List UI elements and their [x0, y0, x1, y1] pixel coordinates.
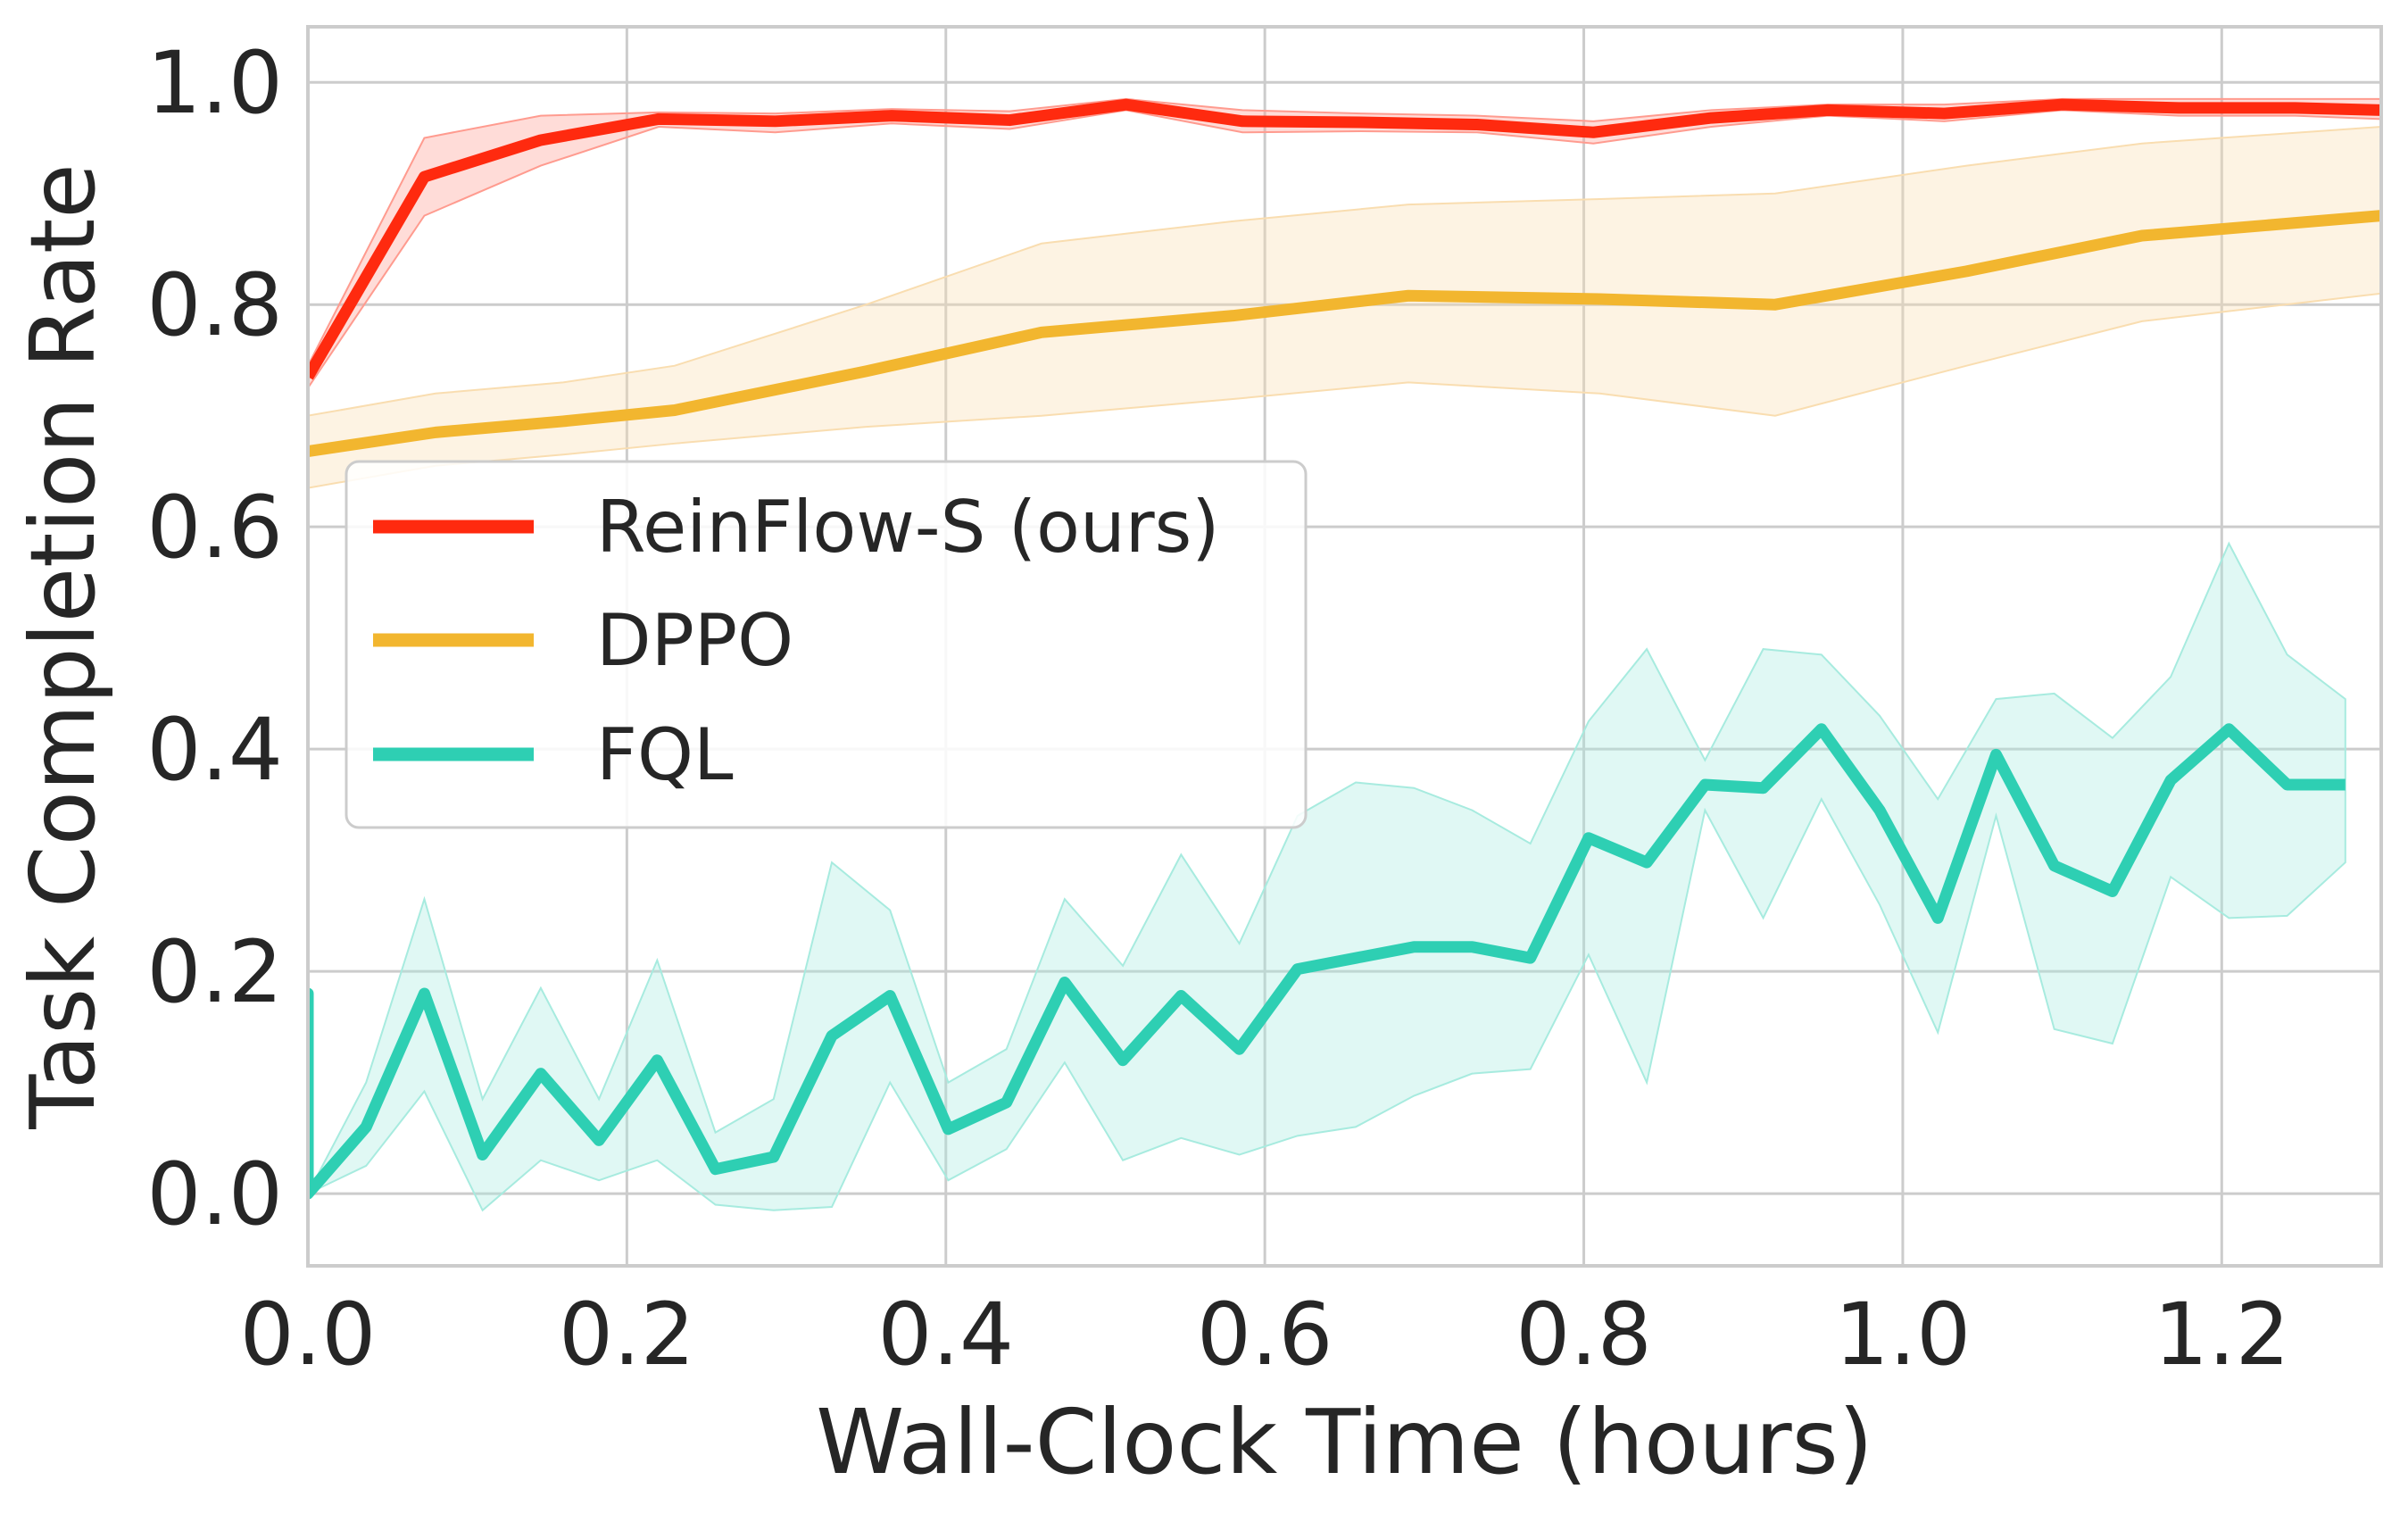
y-axis-label: Task Completion Rate: [11, 163, 115, 1129]
x-tick-label: 0.0: [240, 1285, 377, 1385]
legend-box: [345, 460, 1308, 829]
legend-label-1: DPPO: [596, 599, 793, 682]
x-tick-label: 1.0: [1835, 1285, 1972, 1385]
x-tick-label: 0.4: [877, 1285, 1014, 1385]
plot-area: [308, 97, 2381, 1212]
y-tick-label: 0.2: [146, 922, 283, 1022]
x-tick-label: 0.6: [1197, 1285, 1333, 1385]
legend: ReinFlow-S (ours) DPPO FQL: [345, 460, 1308, 829]
x-tick-label: 0.2: [559, 1285, 695, 1385]
x-tick-label: 0.8: [1515, 1285, 1652, 1385]
x-tick-labels: 0.0 0.2 0.4 0.6 0.8 1.0 1.2: [240, 1285, 2290, 1385]
series-band-0: [308, 97, 2381, 390]
legend-label-2: FQL: [596, 713, 734, 796]
y-tick-labels: 0.0 0.2 0.4 0.6 0.8 1.0: [146, 33, 283, 1244]
y-tick-label: 0.0: [146, 1144, 283, 1244]
y-tick-label: 0.6: [146, 478, 283, 578]
y-tick-label: 0.4: [146, 700, 283, 800]
y-tick-label: 0.8: [146, 255, 283, 355]
legend-label-0: ReinFlow-S (ours): [596, 486, 1219, 569]
x-axis-label: Wall-Clock Time (hours): [816, 1390, 1873, 1494]
series-line-2: [308, 723, 2346, 1200]
series-line-0: [308, 98, 2381, 380]
series-line-1: [308, 210, 2381, 457]
y-tick-label: 1.0: [146, 33, 283, 133]
x-tick-label: 1.2: [2154, 1285, 2290, 1385]
plot-frame: [306, 25, 2383, 1268]
